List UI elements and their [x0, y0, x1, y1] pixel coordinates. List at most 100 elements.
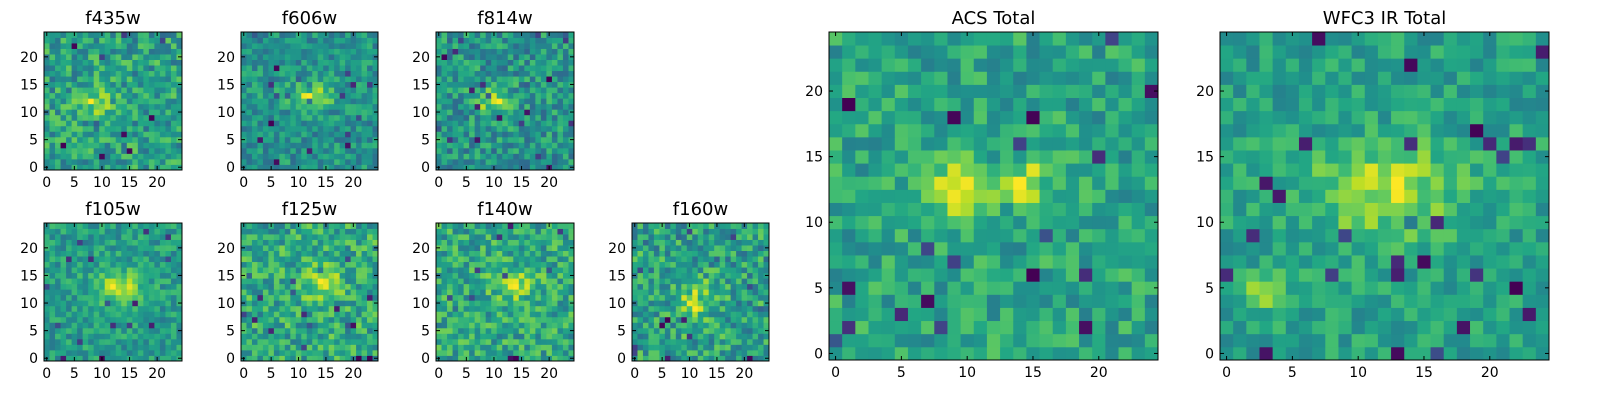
heatmap-cell — [447, 65, 453, 72]
heatmap-cell — [246, 76, 253, 83]
heatmap-cell — [1144, 307, 1159, 322]
heatmap-cell — [110, 316, 117, 323]
heatmap-cell — [513, 48, 520, 55]
heatmap-cell — [1039, 294, 1054, 308]
heatmap-cell — [115, 272, 122, 279]
heatmap-cell — [88, 239, 95, 246]
heatmap-cell — [159, 54, 166, 60]
heatmap-cell — [1233, 255, 1247, 269]
heatmap-cell — [251, 76, 258, 83]
heatmap-cell — [154, 338, 161, 345]
heatmap-cell — [1312, 189, 1326, 203]
heatmap-cell — [485, 322, 492, 329]
heatmap-cell — [279, 344, 286, 351]
heatmap-cell — [986, 320, 1001, 335]
heatmap-cell — [312, 322, 319, 329]
heatmap-cell — [452, 54, 459, 60]
heatmap-cell — [241, 333, 247, 340]
heatmap-cell — [176, 125, 183, 132]
heatmap-cell — [1377, 281, 1392, 295]
heatmap-cell — [474, 294, 481, 301]
heatmap-cell — [82, 120, 89, 127]
heatmap-cell — [458, 87, 464, 94]
heatmap-cell — [121, 338, 128, 345]
heatmap-cell — [312, 98, 319, 105]
heatmap-cell — [452, 289, 459, 296]
heatmap-cell — [350, 98, 357, 105]
heatmap-cell — [502, 48, 509, 55]
heatmap-cell — [290, 153, 297, 160]
heatmap-cell — [447, 32, 453, 38]
heatmap-cell — [436, 322, 442, 329]
heatmap-cell — [535, 125, 542, 132]
heatmap-cell — [1456, 58, 1471, 72]
heatmap-cell — [279, 322, 286, 329]
heatmap-cell — [513, 81, 520, 88]
heatmap-cell — [562, 333, 569, 340]
heatmap-cell — [557, 322, 564, 329]
heatmap-cell — [518, 294, 525, 301]
heatmap-cell — [491, 327, 498, 334]
heatmap-cell — [241, 59, 247, 66]
heatmap-cell — [1092, 294, 1106, 308]
heatmap-cell — [356, 256, 362, 263]
heatmap-cell — [1131, 294, 1146, 308]
heatmap-cell — [257, 300, 264, 307]
heatmap-cell — [295, 54, 302, 60]
heatmap-cell — [361, 316, 368, 323]
heatmap-cell — [557, 120, 564, 127]
heatmap-cell — [306, 153, 313, 160]
heatmap-cell — [469, 109, 476, 116]
heatmap-cell — [1144, 32, 1159, 46]
heatmap-cell — [159, 256, 166, 263]
heatmap-cell — [463, 87, 470, 94]
heatmap-cell — [1000, 294, 1014, 308]
heatmap-cell — [372, 65, 379, 72]
heatmap-cell — [562, 54, 569, 60]
heatmap-cell — [894, 241, 909, 256]
heatmap-cell — [921, 202, 935, 217]
heatmap-cell — [485, 153, 492, 160]
heatmap-cell — [82, 327, 89, 334]
heatmap-cell — [143, 256, 150, 263]
heatmap-cell — [491, 92, 498, 99]
x-tick-label: 5 — [1288, 365, 1297, 381]
heatmap-cell — [855, 84, 869, 98]
heatmap-cell — [110, 239, 117, 246]
y-tick-label: 20 — [805, 84, 823, 100]
heatmap-cell — [1144, 189, 1159, 203]
heatmap-cell — [1013, 202, 1027, 217]
heatmap-cell — [49, 261, 56, 268]
heatmap-cell — [77, 278, 84, 285]
heatmap-cell — [1259, 320, 1274, 335]
heatmap-cell — [60, 37, 67, 44]
heatmap-cell — [55, 70, 61, 77]
heatmap-cell — [241, 234, 247, 240]
heatmap-cell — [262, 92, 269, 99]
heatmap-cell — [1535, 110, 1550, 125]
heatmap-cell — [474, 109, 481, 116]
heatmap-cell — [1220, 228, 1234, 243]
heatmap-cell — [44, 234, 50, 240]
heatmap-cell — [1220, 136, 1234, 151]
heatmap-cell — [115, 98, 122, 105]
heatmap-cell — [1131, 150, 1146, 164]
heatmap-cell — [1000, 123, 1014, 138]
heatmap-cell — [458, 131, 464, 138]
heatmap-cell — [557, 109, 564, 116]
heatmap-cell — [279, 70, 286, 77]
heatmap-cell — [126, 92, 133, 99]
heatmap-cell — [1065, 150, 1080, 164]
heatmap-cell — [148, 92, 155, 99]
heatmap-cell — [323, 250, 330, 257]
heatmap-cell — [513, 32, 520, 38]
heatmap-cell — [257, 234, 264, 240]
heatmap-cell — [535, 164, 542, 171]
heatmap-cell — [323, 333, 330, 340]
heatmap-cell — [934, 123, 948, 138]
heatmap-cell — [441, 98, 448, 105]
heatmap-cell — [1364, 123, 1379, 138]
heatmap-cell — [66, 70, 72, 77]
heatmap-cell — [273, 103, 280, 110]
heatmap-cell — [251, 289, 258, 296]
